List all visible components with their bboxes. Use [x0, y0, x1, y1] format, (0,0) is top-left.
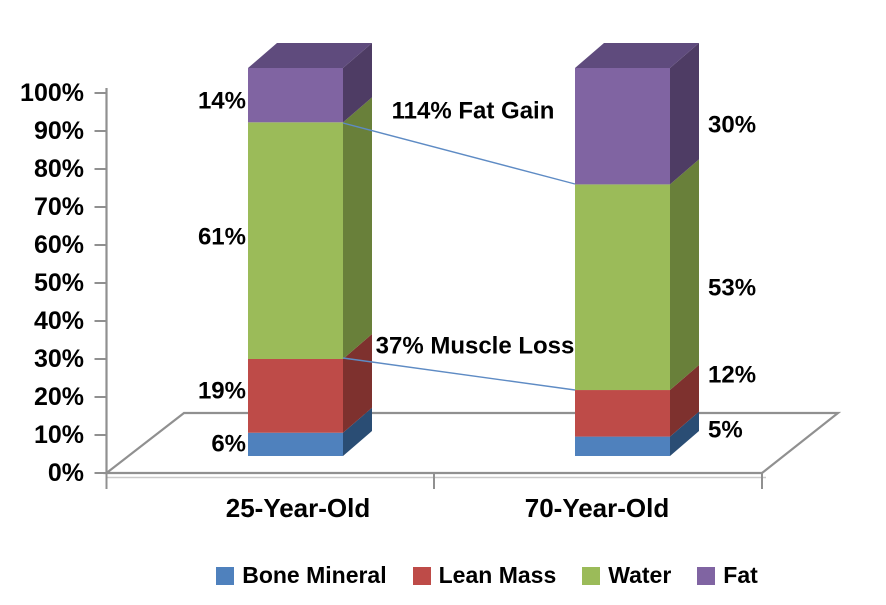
- bar-25-year-old-fat-top: [248, 43, 372, 68]
- legend-item-fat: Fat: [697, 562, 758, 589]
- legend-item-water: Water: [582, 562, 671, 589]
- bar-25-year-old-water-side: [343, 97, 372, 359]
- bar-25-year-old-lean-mass-front: [248, 359, 343, 433]
- y-axis-tick-label: 30%: [34, 345, 84, 373]
- data-label-70-year-old: 30%: [708, 112, 756, 139]
- legend-label: Lean Mass: [438, 562, 557, 588]
- legend-swatch-icon: [697, 566, 716, 585]
- annotation-114-fat-gain: 114% Fat Gain: [392, 98, 555, 125]
- bar-25-year-old-fat-side: [343, 43, 372, 123]
- bar-70-year-old-bone-mineral-front: [575, 436, 670, 456]
- data-label-70-year-old: 12%: [708, 362, 756, 389]
- y-axis-tick-label: 0%: [48, 459, 84, 487]
- bar-25-year-old-water-front: [248, 122, 343, 359]
- bar-70-year-old-lean-mass-front: [575, 390, 670, 437]
- legend-label: Bone Mineral: [242, 562, 387, 588]
- bar-70-year-old-water-front: [575, 184, 670, 391]
- annotation-37-muscle-loss: 37% Muscle Loss: [376, 333, 575, 360]
- chart-legend: Bone Mineral Lean Mass Water Fat: [44, 562, 886, 589]
- x-axis-category-label: 70-Year-Old: [525, 493, 670, 523]
- bar-70-year-old-water-side: [670, 159, 699, 391]
- legend-swatch-icon: [412, 566, 431, 585]
- data-label-25-year-old: 19%: [198, 378, 246, 405]
- y-axis-tick-label: 40%: [34, 307, 84, 335]
- data-label-25-year-old: 6%: [211, 431, 246, 458]
- y-axis-tick-label: 60%: [34, 231, 84, 259]
- bar-70-year-old-fat-side: [670, 43, 699, 185]
- y-axis-tick-label: 20%: [34, 383, 84, 411]
- bar-70-year-old-fat-top: [575, 43, 699, 68]
- bar-25-year-old-bone-mineral-front: [248, 432, 343, 456]
- legend-item-lean-mass: Lean Mass: [412, 562, 557, 589]
- data-label-70-year-old: 5%: [708, 417, 743, 444]
- y-axis-tick-label: 70%: [34, 193, 84, 221]
- data-label-25-year-old: 14%: [198, 88, 246, 115]
- connector-line: [342, 122, 576, 185]
- legend-swatch-icon: [216, 566, 235, 585]
- y-axis-tick-label: 80%: [34, 155, 84, 183]
- x-axis-category-label: 25-Year-Old: [226, 493, 371, 523]
- data-label-70-year-old: 53%: [708, 275, 756, 302]
- y-axis-tick-label: 50%: [34, 269, 84, 297]
- y-axis-tick-label: 100%: [20, 79, 84, 107]
- bar-70-year-old-fat-front: [575, 68, 670, 185]
- legend-item-bone-mineral: Bone Mineral: [216, 562, 387, 589]
- connector-line: [342, 357, 576, 391]
- legend-label: Fat: [723, 562, 758, 588]
- legend-swatch-icon: [582, 566, 601, 585]
- bar-70-year-old-bone-mineral-side: [670, 411, 699, 456]
- data-label-25-year-old: 61%: [198, 224, 246, 251]
- chart-floor: [103, 411, 842, 475]
- y-axis-tick-label: 90%: [34, 117, 84, 145]
- bar-25-year-old-fat-front: [248, 68, 343, 123]
- bar-70-year-old-lean-mass-side: [670, 365, 699, 437]
- y-axis-tick-label: 10%: [34, 421, 84, 449]
- legend-label: Water: [608, 562, 672, 588]
- bar-25-year-old-bone-mineral-side: [343, 407, 372, 456]
